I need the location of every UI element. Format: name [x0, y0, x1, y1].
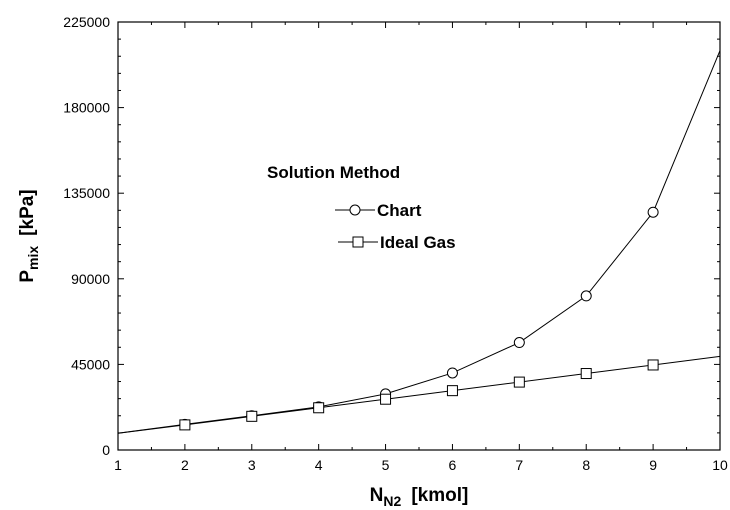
x-axis-title: NN2 [kmol] [370, 485, 469, 509]
data-point-chart [446, 367, 458, 379]
data-point-ideal-gas [380, 393, 392, 405]
legend-marker-chart [349, 204, 361, 216]
data-point-ideal-gas [446, 385, 458, 397]
y-tick-label: 180000 [63, 100, 110, 116]
plot-frame [117, 21, 721, 451]
series-line-chart [117, 50, 721, 434]
legend-label-chart: Chart [377, 201, 422, 220]
data-point-ideal-gas [179, 419, 191, 431]
series-group [117, 50, 721, 434]
x-tick-label: 1 [114, 457, 122, 473]
x-tick-label: 2 [181, 457, 189, 473]
y-tick-label: 90000 [71, 271, 110, 287]
x-tick-label: 9 [649, 457, 657, 473]
x-tick-label: 5 [382, 457, 390, 473]
data-point-ideal-gas [246, 410, 258, 422]
legend-title: Solution Method [267, 163, 400, 182]
y-axis-title-unit: [kPa] [17, 189, 38, 235]
x-tick-label: 8 [582, 457, 590, 473]
legend-label-ideal-gas: Ideal Gas [380, 233, 456, 252]
y-tick-label: 135000 [63, 185, 110, 201]
x-tick-label: 3 [248, 457, 256, 473]
x-axis-title-unit: [kmol] [411, 485, 468, 506]
y-tick-label: 45000 [71, 356, 110, 372]
data-point-ideal-gas [647, 359, 659, 371]
x-axis-title-main: N [370, 485, 384, 506]
x-tick-label: 6 [449, 457, 457, 473]
data-point-ideal-gas [580, 368, 592, 380]
data-point-chart [513, 337, 525, 349]
data-point-chart [647, 206, 659, 218]
y-tick-label: 0 [102, 442, 110, 458]
data-point-chart [580, 290, 592, 302]
x-tick-label: 7 [515, 457, 523, 473]
y-tick-label: 225000 [63, 14, 110, 30]
x-axis-title-sub: N2 [383, 493, 401, 509]
y-axis-title-sub: mix [25, 246, 41, 270]
data-point-ideal-gas [313, 402, 325, 414]
legend-marker-ideal-gas [352, 236, 364, 248]
y-axis-title: Pmix [kPa] [17, 189, 41, 282]
data-point-ideal-gas [513, 376, 525, 388]
x-tick-label: 4 [315, 457, 323, 473]
y-axis-title-main: P [17, 270, 38, 283]
series-line-ideal-gas [117, 355, 721, 434]
legend: Solution Method Chart Ideal Gas [267, 163, 456, 252]
x-tick-label: 10 [712, 457, 728, 473]
